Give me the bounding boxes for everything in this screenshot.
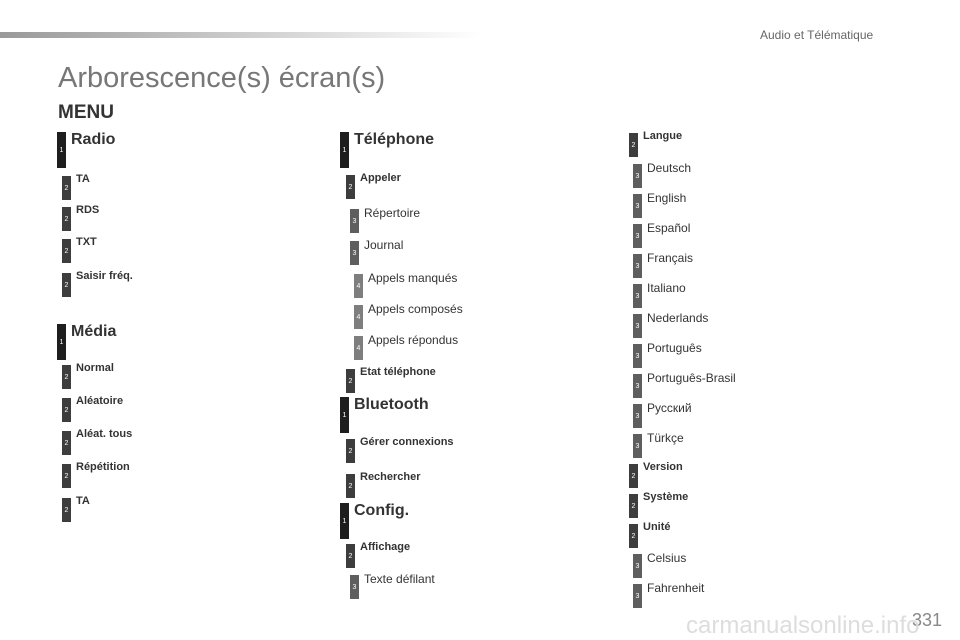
menu-item: Türkçe: [647, 431, 684, 445]
menu-item: Nederlands: [647, 311, 709, 325]
level-badge: 3: [633, 344, 642, 368]
watermark: carmanualsonline.info: [686, 612, 920, 639]
level-badge: 3: [350, 209, 359, 233]
menu-item: Appels manqués: [368, 271, 458, 285]
menu-item: Système: [643, 491, 689, 503]
menu-item: Русский: [647, 401, 692, 415]
menu-item: Deutsch: [647, 161, 692, 175]
menu-item: Téléphone: [354, 131, 435, 148]
menu-item: TA: [76, 173, 90, 185]
level-badge: 2: [62, 239, 71, 263]
menu-item: Celsius: [647, 551, 687, 565]
level-badge: 1: [340, 397, 349, 433]
level-badge: 3: [350, 241, 359, 265]
menu-item: Português-Brasil: [647, 371, 736, 385]
level-badge: 2: [629, 494, 638, 518]
menu-item: Unité: [643, 521, 671, 533]
level-badge: 3: [633, 164, 642, 188]
menu-item: Aléatoire: [76, 395, 124, 407]
level-badge: 3: [633, 224, 642, 248]
level-badge: 3: [633, 194, 642, 218]
menu-item: Bluetooth: [354, 396, 429, 413]
menu-item: Español: [647, 221, 691, 235]
level-badge: 2: [62, 464, 71, 488]
menu-item: Rechercher: [360, 471, 421, 483]
menu-item: Etat téléphone: [360, 366, 436, 378]
level-badge: 3: [633, 254, 642, 278]
level-badge: 1: [57, 132, 66, 168]
menu-item: Journal: [364, 238, 404, 252]
level-badge: 3: [633, 404, 642, 428]
page-title: Arborescence(s) écran(s): [58, 62, 386, 94]
level-badge: 3: [633, 584, 642, 608]
menu-item: Répertoire: [364, 206, 421, 220]
page-number: 331: [912, 610, 943, 630]
top-bar: [0, 32, 480, 38]
menu-heading: MENU: [58, 102, 114, 123]
level-badge: 2: [62, 398, 71, 422]
menu-item: TXT: [76, 236, 97, 248]
level-badge: 2: [629, 524, 638, 548]
level-badge: 2: [62, 431, 71, 455]
menu-item: Normal: [76, 362, 114, 374]
level-badge: 1: [340, 132, 349, 168]
level-badge: 3: [633, 314, 642, 338]
level-badge: 2: [346, 474, 355, 498]
menu-item: Italiano: [647, 281, 686, 295]
level-badge: 1: [57, 324, 66, 360]
level-badge: 1: [340, 503, 349, 539]
menu-item: Fahrenheit: [647, 581, 705, 595]
menu-item: Affichage: [360, 541, 411, 553]
level-badge: 2: [346, 175, 355, 199]
level-badge: 4: [354, 305, 363, 329]
level-badge: 2: [62, 176, 71, 200]
level-badge: 2: [346, 369, 355, 393]
level-badge: 4: [354, 274, 363, 298]
menu-item: Répétition: [76, 461, 130, 473]
level-badge: 2: [62, 498, 71, 522]
level-badge: 2: [346, 439, 355, 463]
level-badge: 3: [350, 575, 359, 599]
menu-item: Radio: [71, 131, 116, 148]
level-badge: 4: [354, 336, 363, 360]
level-badge: 3: [633, 434, 642, 458]
level-badge: 2: [62, 365, 71, 389]
level-badge: 2: [62, 207, 71, 231]
level-badge: 2: [62, 273, 71, 297]
menu-item: TA: [76, 495, 90, 507]
menu-item: Appels répondus: [368, 333, 459, 347]
menu-item: RDS: [76, 204, 100, 216]
level-badge: 2: [346, 544, 355, 568]
menu-item: Gérer connexions: [360, 436, 454, 448]
menu-item: English: [647, 191, 687, 205]
menu-item: Config.: [354, 502, 410, 519]
menu-item: Português: [647, 341, 702, 355]
menu-item: Appels composés: [368, 302, 463, 316]
level-badge: 3: [633, 554, 642, 578]
menu-item: Langue: [643, 130, 683, 142]
menu-item: Aléat. tous: [76, 428, 133, 440]
menu-item: Média: [71, 323, 117, 340]
level-badge: 2: [629, 464, 638, 488]
level-badge: 3: [633, 284, 642, 308]
menu-item: Saisir fréq.: [76, 270, 133, 282]
level-badge: 2: [629, 133, 638, 157]
level-badge: 3: [633, 374, 642, 398]
menu-item: Version: [643, 461, 683, 473]
section-title: Audio et Télématique: [760, 28, 874, 42]
menu-item: Texte défilant: [364, 572, 435, 586]
menu-item: Français: [647, 251, 694, 265]
menu-item: Appeler: [360, 172, 401, 184]
